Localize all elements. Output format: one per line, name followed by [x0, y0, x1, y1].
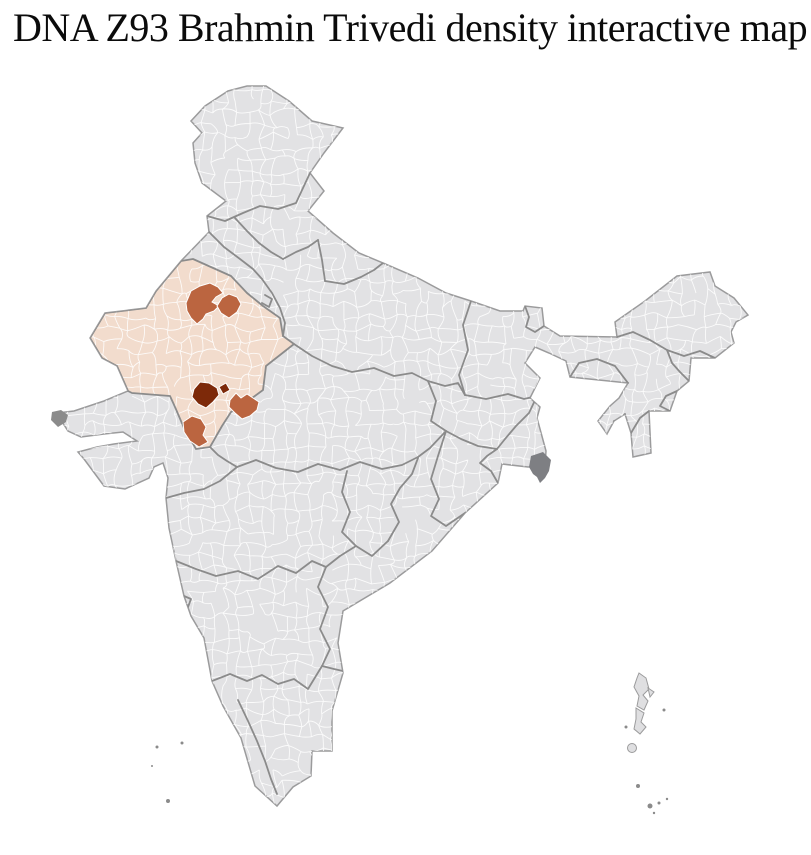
- district-high-density[interactable]: [218, 382, 231, 395]
- islet-dot: [652, 811, 656, 815]
- district-medium-density[interactable]: [228, 392, 260, 420]
- island-chains[interactable]: [151, 672, 669, 815]
- highlighted-state-border: [89, 258, 295, 450]
- island[interactable]: [633, 672, 650, 711]
- islet-dot: [665, 797, 669, 801]
- islet-dot: [636, 784, 640, 788]
- creek-area-mark: [51, 410, 68, 427]
- page-title: DNA Z93 Brahmin Trivedi density interact…: [13, 5, 808, 50]
- island[interactable]: [647, 686, 655, 699]
- islet-dot: [155, 745, 159, 749]
- district-medium-density[interactable]: [216, 293, 242, 319]
- district-medium-density[interactable]: [182, 415, 209, 448]
- islet-dot: [657, 801, 661, 805]
- islet-dot: [662, 708, 666, 712]
- island[interactable]: [633, 707, 647, 735]
- islet-dot: [166, 799, 170, 803]
- islet-dot: [151, 765, 153, 767]
- islet-dot: [624, 725, 628, 729]
- district-high-density[interactable]: [191, 381, 220, 409]
- india-landmass[interactable]: [55, 85, 750, 808]
- islet-dot: [180, 741, 184, 745]
- state-borders: [165, 172, 716, 795]
- island: [627, 743, 637, 753]
- dark-district[interactable]: [529, 452, 551, 483]
- district-medium-density[interactable]: [185, 282, 224, 325]
- islet-dot: [647, 803, 653, 809]
